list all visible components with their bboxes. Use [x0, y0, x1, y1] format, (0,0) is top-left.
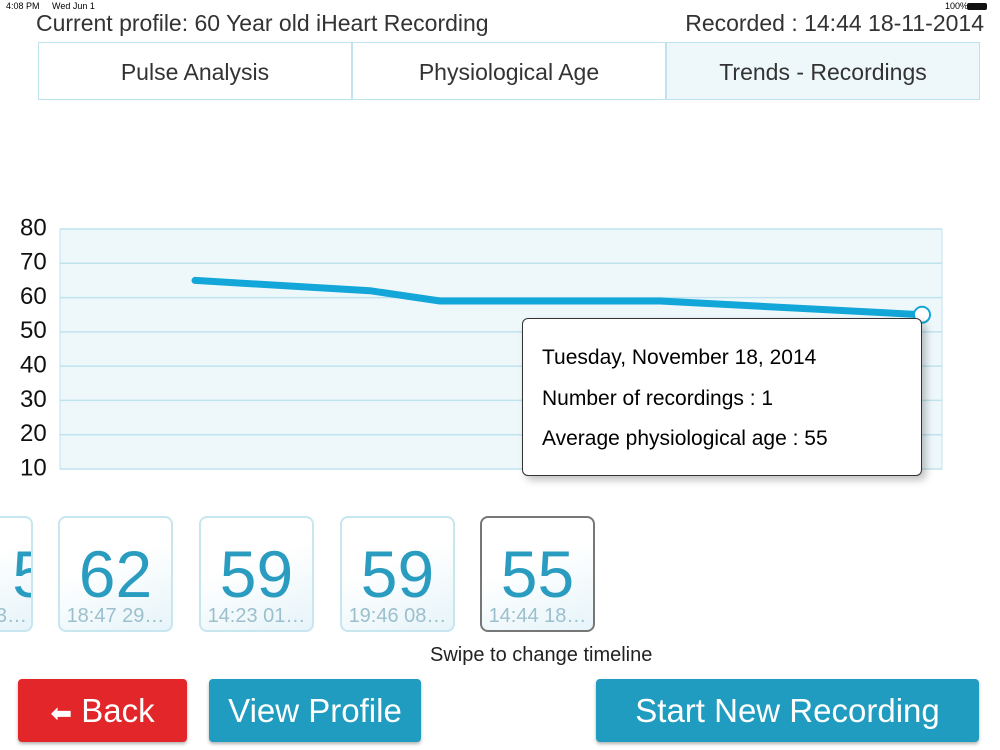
- back-arrow: ⬅: [50, 698, 73, 728]
- recording-time: 14:44 18…: [488, 605, 587, 627]
- battery-icon: [967, 3, 987, 10]
- y-tick-label: 30: [20, 386, 47, 413]
- y-tick-label: 50: [20, 317, 47, 344]
- y-tick-label: 40: [20, 351, 47, 378]
- status-date: Wed Jun 1: [52, 1, 95, 11]
- tab[interactable]: Pulse Analysis: [38, 42, 352, 100]
- tab[interactable]: Trends - Recordings: [666, 42, 980, 100]
- recording-age: 62: [78, 537, 153, 611]
- y-tick-label: 60: [20, 283, 47, 310]
- status-time: 4:08 PM: [6, 1, 40, 11]
- tooltip-count: Number of recordings : 1: [542, 387, 774, 410]
- recording-card[interactable]: 62 18:47 29…: [58, 516, 173, 632]
- recording-card[interactable]: 59 19:46 08…: [340, 516, 455, 632]
- recording-card[interactable]: 55 14:44 18…: [480, 516, 595, 632]
- y-tick-label: 10: [20, 454, 47, 481]
- y-tick-label: 20: [20, 420, 47, 447]
- back-button[interactable]: ⬅ Back: [18, 679, 187, 742]
- trend-line: [191, 276, 926, 319]
- recording-age: 55: [500, 537, 575, 611]
- recording-age: 5: [0, 536, 31, 612]
- tooltip-date: Tuesday, November 18, 2014: [542, 346, 817, 369]
- recording-card[interactable]: 59 14:23 01…: [199, 516, 314, 632]
- swipe-hint: Swipe to change timeline: [430, 644, 653, 666]
- view-profile-button[interactable]: View Profile: [209, 679, 421, 742]
- recorded: Recorded : 14:44 18-11-2014: [685, 10, 984, 36]
- y-tick-label: 80: [20, 214, 47, 241]
- battery: 100%: [945, 1, 969, 11]
- back-label: Back: [81, 692, 155, 729]
- profile: Current profile: 60 Year old iHeart Reco…: [36, 10, 489, 36]
- recording-time: 19:46 08…: [348, 605, 447, 627]
- y-tick-label: 70: [20, 249, 47, 276]
- new-recording-button[interactable]: Start New Recording: [596, 679, 979, 742]
- recording-time: 3…: [0, 605, 27, 627]
- recording-time: 18:47 29…: [66, 605, 165, 627]
- recording-time: 14:23 01…: [207, 605, 306, 627]
- tooltip: Tuesday, November 18, 2014 Number of rec…: [522, 318, 922, 476]
- recording-age: 59: [360, 537, 435, 611]
- recording-card[interactable]: 5 3…: [0, 516, 33, 632]
- tab[interactable]: Physiological Age: [352, 42, 666, 100]
- tooltip-average: Average physiological age : 55: [542, 427, 828, 450]
- recording-age: 59: [219, 537, 294, 611]
